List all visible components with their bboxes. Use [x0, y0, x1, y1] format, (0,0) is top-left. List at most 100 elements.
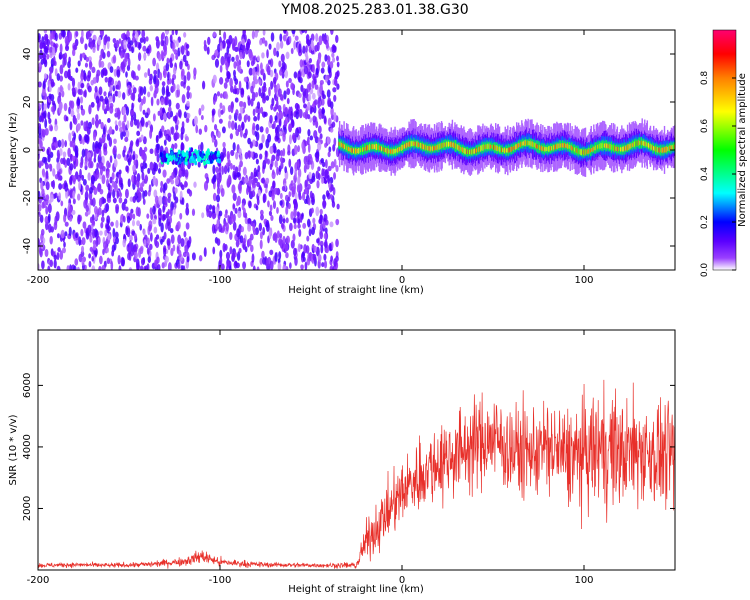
spectrogram-cell [267, 133, 272, 143]
spectrogram-cell [261, 177, 266, 184]
spectrogram-cell [302, 256, 306, 262]
spectrogram-cell [329, 221, 334, 228]
spectrogram-cell [265, 258, 269, 267]
spectrogram-cell [326, 136, 330, 145]
spectrogram-cell [165, 85, 170, 94]
spectrogram-cell [294, 256, 298, 266]
spectrogram-cell [138, 42, 142, 49]
spectrogram-cell [54, 68, 58, 77]
spectrogram-cell [42, 42, 46, 49]
spectrogram-cell [141, 180, 145, 187]
spectrogram-cell [236, 228, 241, 238]
spectrogram-cell [167, 208, 171, 216]
spectrogram-cell [262, 193, 267, 203]
spectrogram-cell [96, 69, 101, 77]
spectrogram-cell [304, 198, 308, 205]
spectrogram-cell [327, 151, 331, 158]
spectrogram-cell [170, 234, 175, 244]
spectrogram-cell [262, 96, 267, 104]
spectrogram-cell [308, 171, 312, 180]
spectrogram-cell [331, 121, 336, 128]
spectrogram-cell [333, 78, 338, 87]
spectrogram-cell [129, 234, 133, 242]
spectrogram-cell [288, 191, 292, 198]
spectrogram-cell [160, 39, 165, 47]
spectrogram-cell [306, 114, 311, 120]
spectrogram-cell [329, 127, 334, 133]
spectrogram-cell [215, 206, 220, 216]
spectrogram-cell [298, 194, 302, 201]
spectrogram-cell [184, 60, 189, 67]
spectrogram-cell [75, 67, 79, 73]
spectrogram-cell [288, 106, 291, 116]
spectrogram-cell [155, 234, 160, 240]
spectrogram-cell [65, 116, 69, 122]
spectrogram-cell [131, 174, 135, 183]
spectrogram-cell [229, 77, 233, 88]
spectrogram-cell [165, 153, 169, 158]
spectrogram-cell [136, 263, 140, 270]
spectrogram-cell [212, 74, 217, 84]
spectrogram-cell [309, 135, 314, 141]
spectrogram-cell [281, 185, 286, 192]
spectrogram-cell [67, 209, 72, 217]
spectrogram-cell [175, 39, 179, 48]
spectrogram-cell [207, 36, 211, 46]
spectrogram-cell [229, 231, 233, 241]
spectrogram-cell [134, 153, 139, 160]
spectrogram-cell [133, 233, 137, 240]
spectrogram-cell [108, 95, 113, 103]
spectrogram-cell [47, 265, 51, 270]
spectrogram-cell [285, 217, 289, 224]
spectrogram-cell [83, 121, 87, 132]
spectrogram-cell [145, 48, 150, 54]
spectrogram-cell [120, 182, 124, 190]
spectrogram-cell [261, 85, 266, 94]
spectrogram-cell [201, 80, 206, 90]
spectrogram-cell [272, 76, 277, 84]
spectrogram-cell [88, 253, 92, 259]
spectrogram-cell [285, 30, 289, 37]
spectrogram-cell [246, 81, 249, 90]
spectrogram-cell [96, 147, 100, 155]
spectrogram-cell [259, 209, 264, 216]
spectrogram-cell [177, 263, 181, 270]
spectrogram-cell [239, 105, 244, 115]
spectrogram-cell [162, 44, 168, 52]
spectrogram-cell [63, 52, 68, 60]
spectrogram-cell [235, 109, 239, 117]
spectrogram-cell [235, 200, 239, 207]
spectrogram-cell [312, 253, 317, 261]
spectrogram-cell [270, 32, 275, 42]
spectrogram-cell [193, 181, 197, 188]
spectrogram-cell [278, 238, 283, 246]
spectrogram-cell [49, 52, 53, 59]
spectrogram-cell [80, 104, 84, 111]
spectrogram-cell [244, 114, 249, 121]
spectrogram-cell [185, 207, 190, 216]
spectrogram-cell [284, 106, 289, 115]
spectrogram-cell [38, 203, 42, 212]
spectrogram-cell [278, 251, 282, 260]
spectrogram-cell [252, 108, 256, 117]
spectrogram-cell [326, 89, 331, 98]
spectrogram-cell [271, 191, 275, 201]
spectrogram-cell [288, 78, 292, 84]
spectrogram-cell [253, 167, 257, 178]
spectrogram-cell [143, 72, 148, 78]
spectrogram-cell [118, 120, 122, 127]
spectrogram-cell [238, 113, 242, 122]
spectrogram-cell [159, 71, 163, 81]
spectrogram-cell [95, 95, 100, 104]
spectrogram-cell [81, 52, 86, 58]
spectrogram-cell [218, 118, 223, 124]
spectrogram-cell [129, 239, 132, 248]
spectrogram-cell [113, 138, 117, 145]
spectrogram-cell [290, 239, 295, 249]
spectrogram-cell [112, 54, 117, 64]
spectrogram-cell [136, 138, 139, 145]
spectrogram-cell [102, 165, 106, 172]
spectrogram-cell [279, 233, 283, 239]
spectrogram-cell [111, 244, 116, 253]
spectrogram-cell [161, 85, 166, 96]
